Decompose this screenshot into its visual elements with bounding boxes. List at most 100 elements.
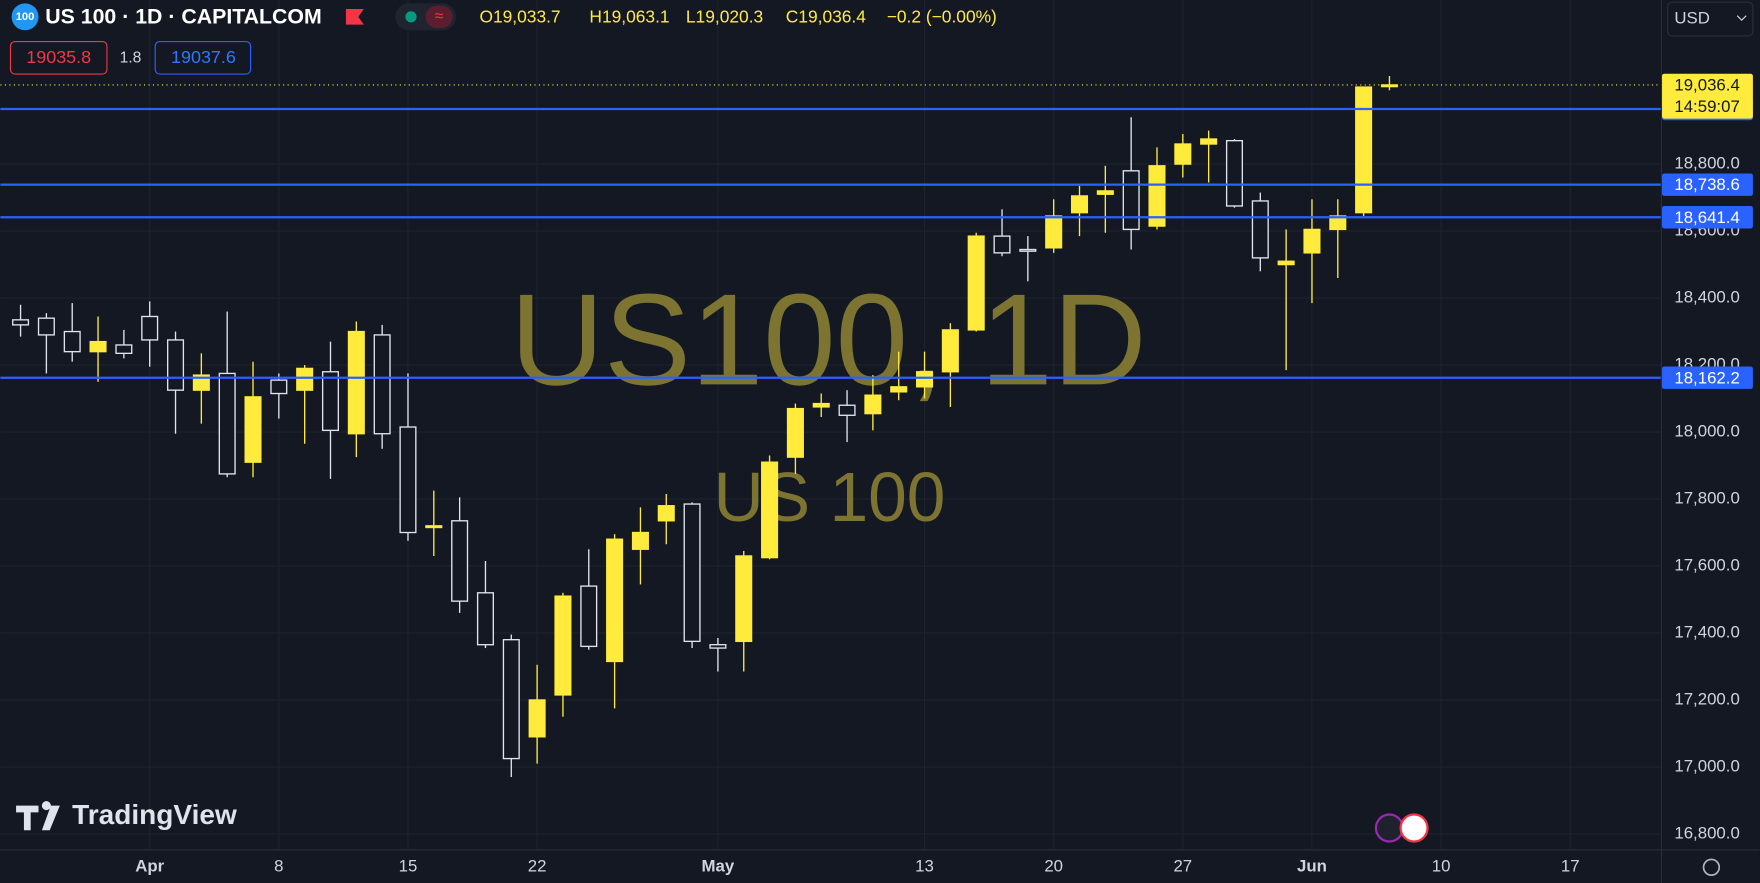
candle-body	[399, 426, 417, 534]
symbol-title[interactable]: US 100 · 1D · CAPITALCOM	[45, 5, 322, 29]
candle-body	[941, 329, 959, 373]
watermark-subtitle: US 100	[714, 458, 946, 536]
candle-body	[141, 315, 159, 341]
candle-body	[1070, 195, 1089, 214]
candle-body	[916, 371, 934, 388]
candle-body	[631, 531, 649, 550]
status-icon: ≈	[435, 8, 444, 25]
sell-button[interactable]	[9, 40, 108, 75]
candle-body	[502, 639, 520, 760]
candle-body	[1122, 170, 1140, 231]
candle-body	[606, 538, 624, 663]
candle-body	[1045, 215, 1063, 249]
symbol-badge-text: 100	[16, 11, 35, 23]
x-tick-label: 8	[274, 857, 283, 876]
candle-body	[580, 585, 598, 648]
last-price-box	[1662, 73, 1753, 119]
x-tick-label: 27	[1173, 857, 1192, 876]
candle-body	[683, 503, 701, 643]
y-tick-label: 18,800.0	[1674, 154, 1739, 173]
countdown: 14:59:07	[1674, 97, 1739, 116]
ohlc-low: L19,020.3	[686, 7, 763, 27]
candle-body	[1380, 84, 1398, 88]
x-tick-label: Apr	[135, 857, 164, 876]
candle-body	[89, 340, 107, 353]
candle-body	[1019, 248, 1037, 252]
candle-body	[115, 344, 133, 355]
candle-body	[218, 372, 236, 475]
candle-body	[244, 396, 262, 463]
level-label: 18,162.2	[1674, 368, 1739, 387]
x-tick-label: 13	[915, 857, 934, 876]
candle-body	[864, 394, 882, 415]
dropdown-arrow	[1736, 15, 1747, 21]
candle-body	[657, 505, 675, 522]
candle-body	[1148, 165, 1166, 227]
candle-body	[1251, 200, 1269, 259]
x-tick-label: 10	[1432, 857, 1451, 876]
candle-body	[192, 374, 210, 391]
candle-body	[451, 520, 469, 602]
x-tick-label: May	[702, 857, 735, 876]
level-label: 18,641.4	[1674, 208, 1739, 227]
ohlc-close: C19,036.4	[786, 7, 867, 27]
x-tick-label: 22	[528, 857, 547, 876]
candle-body	[12, 319, 30, 326]
candle-body	[528, 699, 546, 738]
watermark: US100, 1D	[510, 266, 1147, 412]
ohlc-open: O19,033.7	[479, 7, 560, 27]
market-closed-flag	[345, 8, 364, 25]
spread: 1.8	[120, 49, 142, 66]
level-label-box	[1662, 173, 1753, 196]
level-label-box	[1662, 366, 1753, 389]
candle-body	[425, 525, 443, 529]
ohlc-change: −0.2 (−0.00%)	[887, 7, 997, 27]
currency-dropdown[interactable]	[1667, 1, 1754, 37]
y-tick-label: 17,000.0	[1674, 756, 1739, 775]
currency: USD	[1674, 9, 1709, 28]
x-axis: Apr 8 15 22 May 13 20 27 Jun 10 17	[135, 857, 1579, 876]
x-tick-label: 15	[399, 857, 418, 876]
candle-body	[1174, 143, 1192, 165]
y-tick-label: 17,600.0	[1674, 555, 1739, 574]
candle-body	[761, 461, 779, 559]
economic-events-icon[interactable]	[1399, 813, 1429, 843]
events-icon[interactable]	[1374, 813, 1404, 843]
candle-body	[63, 330, 81, 353]
candle-body	[37, 317, 55, 336]
status-dot	[405, 11, 417, 23]
candle-body	[1329, 215, 1347, 231]
y-tick-label: 18,400.0	[1674, 288, 1739, 307]
candle-body	[1303, 228, 1321, 254]
y-tick-label: 17,400.0	[1674, 622, 1739, 641]
candle-body	[735, 555, 753, 643]
buy-price: 19037.6	[171, 47, 236, 67]
candle-body	[476, 592, 494, 646]
candle-body	[709, 644, 727, 649]
candle-body	[1225, 139, 1244, 207]
y-tick-label: 17,200.0	[1674, 689, 1739, 708]
candle-body	[1200, 138, 1218, 145]
candle-body	[270, 379, 288, 395]
candle-body	[967, 235, 985, 331]
candle-body	[1355, 86, 1373, 214]
candle-body	[347, 330, 365, 435]
candle-body	[993, 235, 1011, 254]
x-tick-label: Jun	[1297, 857, 1327, 876]
x-tick-label: 17	[1561, 857, 1580, 876]
status-badge	[425, 5, 453, 29]
candle-body	[373, 334, 391, 435]
plot	[0, 75, 1661, 777]
y-tick-label: 17,800.0	[1674, 488, 1739, 507]
candle-body	[890, 386, 908, 393]
x-tick-label: 20	[1044, 857, 1063, 876]
level-label-box	[1662, 206, 1753, 229]
candle-body	[554, 595, 572, 696]
candle-body	[838, 404, 856, 416]
y-tick-label: 18,000.0	[1674, 421, 1739, 440]
buy-button[interactable]	[154, 40, 252, 75]
sell-price: 19035.8	[26, 47, 91, 67]
settings-icon[interactable]	[1702, 858, 1721, 876]
candle-body	[296, 367, 314, 391]
